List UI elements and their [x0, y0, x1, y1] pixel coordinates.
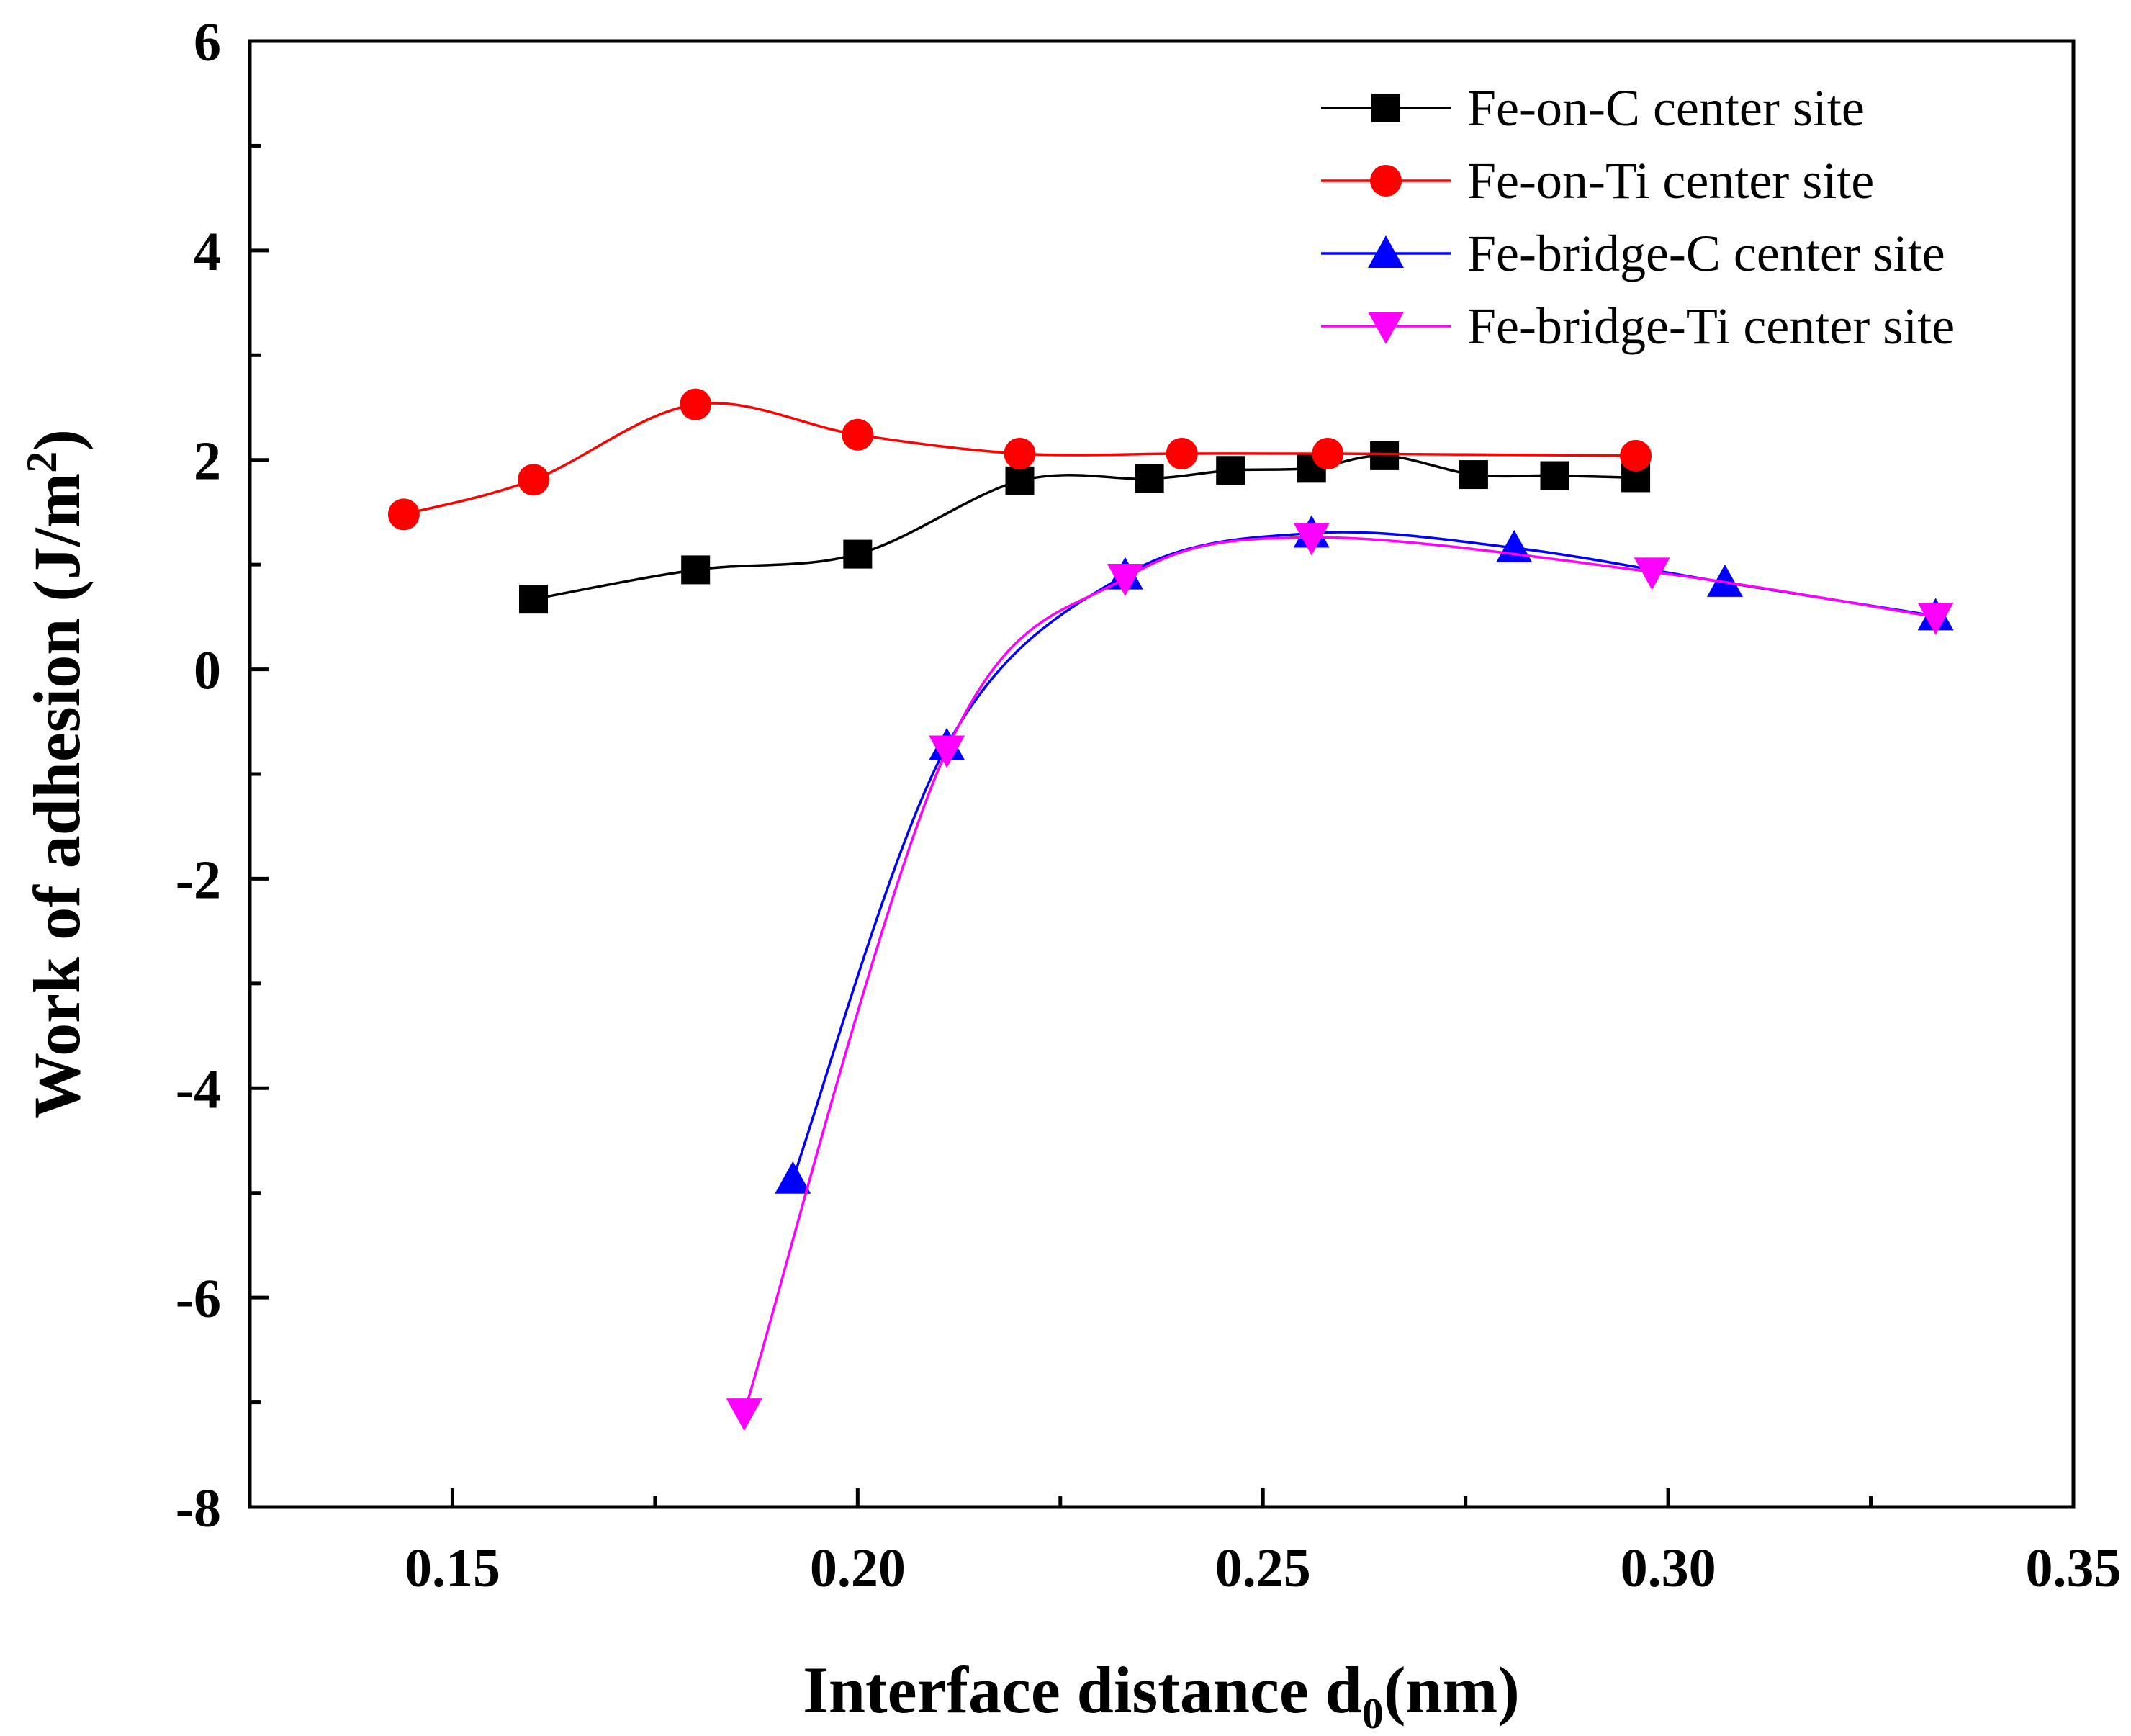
legend-label: Fe-bridge-C center site: [1467, 225, 1945, 282]
data-point: [1005, 466, 1035, 495]
data-point: [1293, 523, 1330, 556]
y-tick-label: -4: [176, 1059, 221, 1120]
legend-marker: [1368, 235, 1404, 268]
y-tick-label: 0: [194, 641, 221, 701]
legend-item: Fe-on-Ti center site: [1321, 152, 1874, 210]
x-tick-label: 0.20: [810, 1538, 906, 1598]
data-point: [1917, 602, 1954, 635]
data-point: [1634, 557, 1670, 590]
y-tick-label: 4: [194, 222, 221, 282]
data-point: [1540, 461, 1569, 490]
data-point: [1135, 464, 1164, 493]
x-tick-label: 0.15: [405, 1538, 500, 1598]
x-tick-label: 0.25: [1215, 1538, 1311, 1598]
data-point: [775, 1161, 811, 1194]
data-point: [929, 735, 965, 768]
data-point: [1620, 439, 1652, 472]
data-point: [519, 585, 549, 614]
x-tick-label: 0.30: [1621, 1538, 1716, 1598]
legend-label: Fe-bridge-Ti center site: [1467, 297, 1955, 355]
data-point: [842, 418, 874, 451]
data-point: [387, 498, 420, 531]
legend-marker: [1368, 312, 1404, 344]
data-point: [843, 539, 873, 569]
legend-label: Fe-on-Ti center site: [1467, 152, 1874, 210]
series-1: [519, 441, 1651, 614]
data-point: [726, 1398, 762, 1431]
data-point: [1107, 564, 1143, 597]
data-point: [1706, 564, 1743, 597]
series-group: [387, 388, 1954, 1431]
data-point: [1166, 437, 1198, 469]
y-axis-title: Work of adhesion (J/m2): [18, 429, 94, 1119]
data-point: [680, 388, 712, 420]
data-point: [1370, 441, 1400, 470]
y-tick-label: -6: [176, 1269, 221, 1329]
x-axis-ticks: 0.15 0.20 0.25 0.30 0.35: [405, 1488, 2122, 1598]
series-3: [775, 515, 1954, 1194]
series-4: [726, 523, 1954, 1431]
y-axis-ticks: -8 -6 -4 -2 0 2 4 6: [176, 12, 269, 1539]
legend-item: Fe-bridge-C center site: [1321, 225, 1945, 282]
legend-item: Fe-bridge-Ti center site: [1321, 297, 1955, 355]
legend-label: Fe-on-C center site: [1467, 79, 1865, 137]
y-tick-label: 2: [194, 431, 221, 492]
data-point: [1312, 437, 1344, 469]
data-point: [1004, 437, 1036, 469]
data-point: [518, 464, 550, 496]
y-tick-label: 6: [194, 12, 221, 73]
series-line: [791, 531, 1936, 1180]
y-tick-label: -8: [176, 1478, 221, 1539]
x-axis-title: Interface distance d0(nm): [803, 1653, 1520, 1736]
series-2: [387, 388, 1652, 531]
data-point: [1459, 460, 1488, 490]
legend: Fe-on-C center site Fe-on-Ti center site F…: [1321, 79, 1955, 355]
legend-item: Fe-on-C center site: [1321, 79, 1865, 137]
legend-marker: [1370, 165, 1402, 197]
y-tick-label: -2: [176, 850, 221, 910]
series-line: [743, 536, 1936, 1413]
data-point: [681, 555, 711, 585]
x-tick-label: 0.35: [2026, 1538, 2122, 1598]
data-point: [1216, 456, 1245, 485]
legend-marker: [1371, 94, 1400, 122]
